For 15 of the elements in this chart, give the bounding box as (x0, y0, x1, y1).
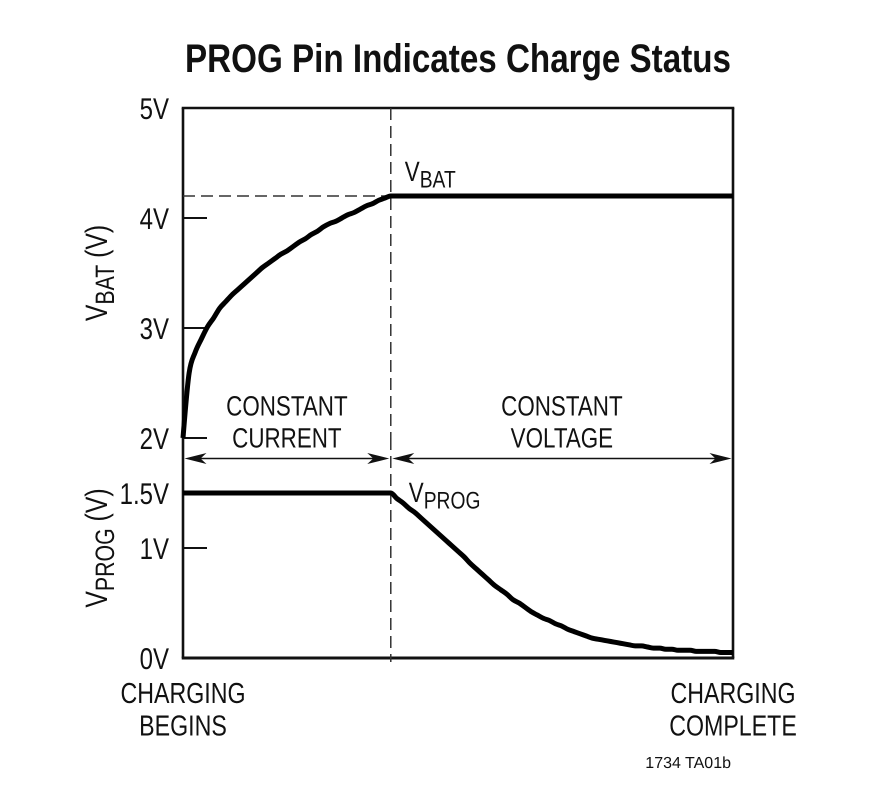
annotation: CONSTANT VOLTAGE (501, 391, 623, 454)
series-label: V$_{BAT}$ (404, 156, 456, 193)
y-tick-label: 1V (140, 531, 169, 566)
text: 1734 TA01b (645, 755, 732, 772)
x-tick-label: CHARGING BEGINS (120, 676, 246, 742)
series-label: V$_{PROG}$ (408, 478, 480, 514)
annotation: CONSTANT CURRENT (226, 391, 348, 454)
y-tick-label: 1.5V (120, 476, 169, 510)
y-tick-label: 4V (140, 201, 169, 236)
y-tick-label: 5V (140, 91, 169, 126)
y-tick-label: 3V (140, 311, 169, 346)
x-tick-label: CHARGING COMPLETE (669, 676, 797, 742)
y-tick-label: 0V (140, 641, 169, 676)
y-tick-label: 2V (140, 421, 169, 456)
chart-title: PROG Pin Indicates Charge Status (185, 36, 731, 81)
